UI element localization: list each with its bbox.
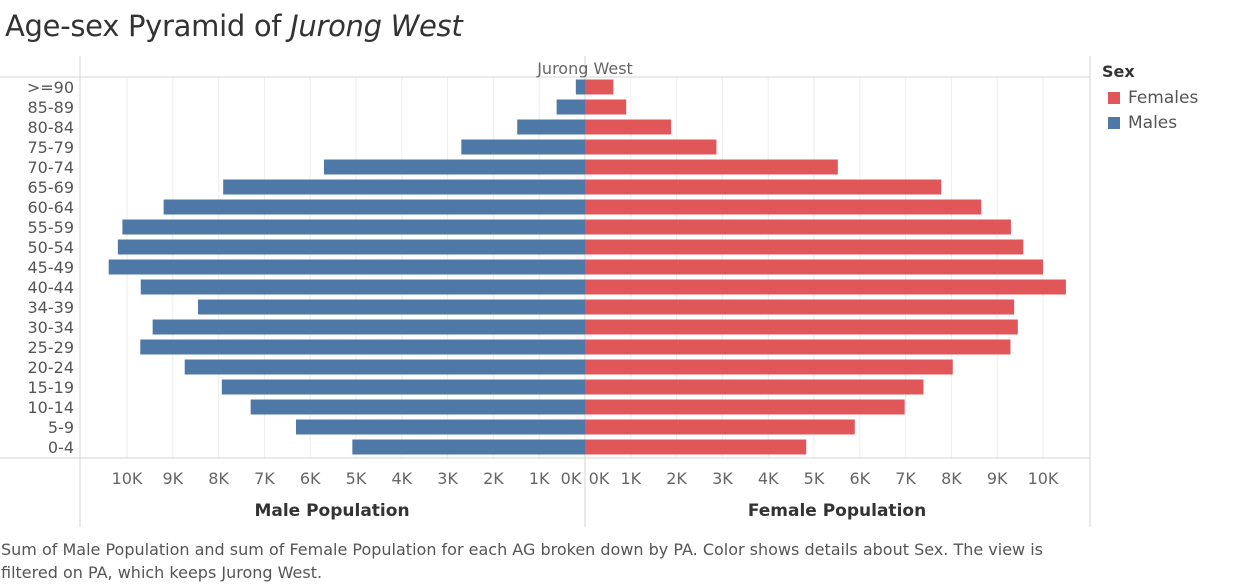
bar-female <box>585 139 717 155</box>
bar-male <box>517 119 585 135</box>
bar-female <box>585 239 1024 255</box>
right-axis-tick: 2K <box>666 469 687 488</box>
age-group-label: 30-34 <box>28 318 75 337</box>
bar-female <box>585 319 1018 335</box>
age-group-label: 5-9 <box>48 418 74 437</box>
age-group-label: 20-24 <box>28 358 75 377</box>
right-axis-tick: 10K <box>1028 469 1059 488</box>
age-group-label: 34-39 <box>28 298 75 317</box>
bars <box>108 79 1066 455</box>
bar-male <box>117 239 585 255</box>
left-axis-tick: 9K <box>162 469 183 488</box>
bar-male <box>352 439 585 455</box>
panel-header: Jurong West <box>536 59 633 78</box>
age-group-label: 50-54 <box>28 238 75 257</box>
age-group-label: 15-19 <box>28 378 75 397</box>
bar-male <box>108 259 586 275</box>
bar-female <box>585 439 807 455</box>
legend: Sex Females Males <box>1102 62 1198 135</box>
left-axis-tick: 5K <box>346 469 367 488</box>
age-group-label: 10-14 <box>28 398 75 417</box>
left-axis-tick: 0K <box>561 469 582 488</box>
legend-label-males: Males <box>1128 112 1178 133</box>
right-axis-tick: 8K <box>941 469 962 488</box>
bar-female <box>585 299 1015 315</box>
legend-swatch-males <box>1108 116 1120 129</box>
age-group-label: 75-79 <box>28 138 75 157</box>
bar-male <box>223 179 585 195</box>
bar-female <box>585 379 924 395</box>
bar-male <box>250 399 585 415</box>
bar-male <box>296 419 585 435</box>
page-title: Age-sex Pyramid of Jurong West <box>5 9 463 43</box>
bar-male <box>140 339 586 355</box>
legend-item-males[interactable]: Males <box>1102 110 1198 135</box>
bar-female <box>585 259 1043 275</box>
right-axis-label: Female Population <box>748 501 926 521</box>
pyramid-chart: >=9085-8980-8475-7970-7465-6960-6455-595… <box>0 56 1091 527</box>
title-place: Jurong West <box>290 9 463 43</box>
left-axis-label: Male Population <box>254 501 409 521</box>
bar-male <box>184 359 585 375</box>
title-prefix: Age-sex Pyramid of <box>5 9 291 43</box>
right-axis-tick: 9K <box>987 469 1008 488</box>
axis-ticks: 10K 9K 8K 7K 6K 5K 4K 3K 2K 1K 0K 0K 1K 2K 3K 4K 5K 6K 7K 8… <box>112 469 1059 488</box>
bar-female <box>585 419 855 435</box>
age-group-label: 65-69 <box>28 178 75 197</box>
legend-item-females[interactable]: Females <box>1102 85 1198 110</box>
age-group-label: 60-64 <box>28 198 75 217</box>
bar-male <box>461 139 585 155</box>
age-group-label: 80-84 <box>28 118 75 137</box>
bar-female <box>585 359 953 375</box>
bar-male <box>140 279 586 295</box>
bar-male <box>152 319 585 335</box>
left-axis-tick: 7K <box>254 469 275 488</box>
age-group-label: >=90 <box>27 78 74 97</box>
bar-male <box>323 159 585 175</box>
left-axis-tick: 6K <box>300 469 321 488</box>
left-axis-tick: 4K <box>391 469 412 488</box>
right-axis-tick: 7K <box>895 469 916 488</box>
left-axis-tick: 1K <box>529 469 550 488</box>
bar-female <box>585 219 1011 235</box>
bar-male <box>575 79 585 95</box>
legend-swatch-females <box>1108 91 1120 104</box>
bar-female <box>585 339 1011 355</box>
bar-female <box>585 99 627 115</box>
age-labels: >=9085-8980-8475-7970-7465-6960-6455-595… <box>27 78 74 457</box>
left-axis-tick: 8K <box>208 469 229 488</box>
chart-caption: Sum of Male Population and sum of Female… <box>1 540 1043 582</box>
bar-female <box>585 179 942 195</box>
age-group-label: 25-29 <box>28 338 75 357</box>
bar-male <box>556 99 585 115</box>
age-group-label: 45-49 <box>28 258 75 277</box>
legend-label-females: Females <box>1128 87 1199 108</box>
bar-female <box>585 199 982 215</box>
bar-male <box>221 379 585 395</box>
bar-female <box>585 119 672 135</box>
left-axis-tick: 3K <box>437 469 458 488</box>
right-axis-tick: 0K <box>589 469 610 488</box>
legend-title: Sex <box>1102 62 1135 81</box>
bar-male <box>122 219 586 235</box>
right-axis-tick: 3K <box>712 469 733 488</box>
right-axis-tick: 4K <box>758 469 779 488</box>
age-group-label: 55-59 <box>28 218 75 237</box>
bar-male <box>197 299 586 315</box>
right-axis-tick: 1K <box>620 469 641 488</box>
right-axis-tick: 5K <box>804 469 825 488</box>
left-axis-tick: 2K <box>483 469 504 488</box>
age-group-label: 70-74 <box>28 158 75 177</box>
right-axis-tick: 6K <box>849 469 870 488</box>
bar-female <box>585 159 838 175</box>
left-axis-tick: 10K <box>112 469 143 488</box>
bar-male <box>163 199 585 215</box>
bar-female <box>585 279 1066 295</box>
bar-female <box>585 399 905 415</box>
age-group-label: 0-4 <box>48 438 74 457</box>
age-group-label: 85-89 <box>28 98 75 117</box>
bar-female <box>585 79 614 95</box>
age-group-label: 40-44 <box>28 278 75 297</box>
